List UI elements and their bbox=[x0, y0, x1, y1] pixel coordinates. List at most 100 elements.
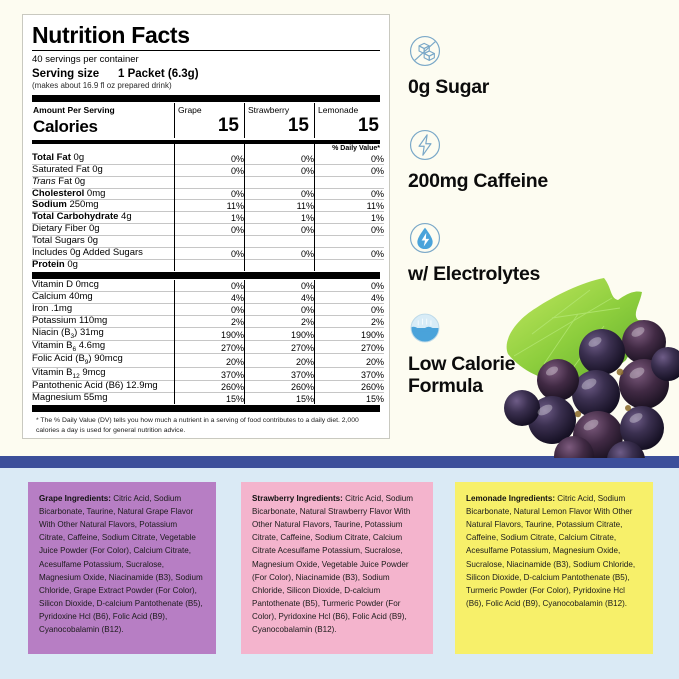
micro-bottom-rule bbox=[32, 404, 380, 412]
nutrient-value: 0% bbox=[314, 302, 384, 316]
column-header-grape: Grape bbox=[174, 102, 245, 115]
nutrient-value bbox=[174, 175, 245, 189]
calories-bottom-rule bbox=[32, 139, 380, 144]
nutrient-value: 0% bbox=[244, 163, 315, 177]
nutrient-value bbox=[244, 175, 315, 189]
nutrient-name: Cholesterol 0mg bbox=[32, 187, 175, 200]
nutrient-value: 0% bbox=[174, 302, 245, 316]
nutrient-value: 260% bbox=[314, 380, 384, 393]
macro-bottom-rule bbox=[32, 272, 380, 279]
lightning-bolt-icon bbox=[409, 130, 441, 161]
calories-strawberry-cell: 15 bbox=[244, 114, 315, 138]
nutrient-value: 20% bbox=[314, 353, 384, 368]
nutrient-value bbox=[314, 259, 384, 271]
dv-header-cell: % Daily Value* bbox=[314, 143, 384, 153]
table-row: Potassium 110mg 2% 2% 2% bbox=[32, 314, 384, 328]
nutrient-value: 2% bbox=[244, 314, 315, 328]
nutrition-facts-title: Nutrition Facts bbox=[32, 22, 190, 48]
nutrient-value: 0% bbox=[314, 163, 384, 177]
ingredients-title-grape: Grape Ingredients: bbox=[39, 494, 111, 503]
daily-value-footnote: * The % Daily Value (DV) tells you how m… bbox=[36, 416, 359, 434]
nutrient-value: 0% bbox=[244, 247, 315, 260]
nutrient-value: 0% bbox=[174, 280, 245, 292]
table-row: Total Carbohydrate 4g 1% 1% 1% bbox=[32, 211, 384, 224]
nutrient-name: Iron .1mg bbox=[32, 302, 175, 316]
ingredients-text-strawberry: Citric Acid, Sodium Bicarbonate, Natural… bbox=[252, 494, 414, 635]
nutrient-name: Protein 0g bbox=[32, 259, 175, 271]
nutrient-value bbox=[174, 259, 245, 271]
nutrient-value: 20% bbox=[174, 353, 245, 368]
micronutrient-table: Vitamin D 0mcg 0% 0% 0% Calcium 40mg 4% 4% 4% Ir… bbox=[32, 279, 384, 404]
header-thick-rule bbox=[32, 94, 380, 102]
nutrient-name: Saturated Fat 0g bbox=[32, 163, 175, 177]
nutrient-value bbox=[314, 175, 384, 189]
nutrient-value: 11% bbox=[244, 199, 315, 212]
nutrient-value: 0% bbox=[174, 247, 245, 260]
nutrient-value: 260% bbox=[174, 380, 245, 393]
nutrient-value: 11% bbox=[174, 199, 245, 212]
nutrient-value: 0% bbox=[244, 280, 315, 292]
table-row: Total Sugars 0g bbox=[32, 235, 384, 248]
nutrient-value: 370% bbox=[314, 366, 384, 381]
nutrient-value: 370% bbox=[174, 366, 245, 381]
nutrient-name: Niacin (B3) 31mg bbox=[32, 326, 175, 341]
table-row: Folic Acid (B9) 90mcg 20% 20% 20% bbox=[32, 353, 384, 368]
ingredients-panel-grape: Grape Ingredients: Citric Acid, Sodium B… bbox=[28, 482, 216, 654]
nutrient-name: Magnesium 55mg bbox=[32, 392, 175, 404]
nutrient-value: 15% bbox=[314, 392, 384, 404]
feature-list: 0g Sugar 200mg Caffeine w/ Electrolytes bbox=[408, 34, 676, 411]
section-divider-band bbox=[0, 456, 679, 468]
macronutrient-table: Total Fat 0g 0% 0% 0% Saturated Fat 0g 0% 0% 0%… bbox=[32, 151, 384, 271]
nutrient-value: 15% bbox=[244, 392, 315, 404]
nutrient-value: 20% bbox=[244, 353, 315, 368]
feature-label-low-calorie: Low Calorie Formula bbox=[408, 353, 516, 397]
nutrient-value: 0% bbox=[314, 223, 384, 236]
nutrient-value bbox=[314, 235, 384, 248]
nutrient-name: Dietary Fiber 0g bbox=[32, 223, 175, 236]
feature-sugar: 0g Sugar bbox=[408, 34, 676, 98]
nutrient-value: 0% bbox=[174, 152, 245, 165]
nutrient-value: 0% bbox=[174, 223, 245, 236]
nutrient-name: Calcium 40mg bbox=[32, 290, 175, 304]
nutrient-value: 4% bbox=[314, 290, 384, 304]
feature-label-sugar: 0g Sugar bbox=[408, 76, 490, 98]
ingredients-title-strawberry: Strawberry Ingredients: bbox=[252, 494, 343, 503]
nutrient-value bbox=[174, 235, 245, 248]
nutrient-name: Total Fat 0g bbox=[32, 151, 85, 163]
nutrient-name: Potassium 110mg bbox=[32, 314, 175, 328]
daily-value-header: % Daily Value* bbox=[332, 144, 380, 152]
nutrient-name: Sodium 250mg bbox=[32, 199, 175, 212]
table-row: Trans Fat 0g bbox=[32, 175, 384, 189]
feature-label-electrolytes: w/ Electrolytes bbox=[408, 262, 541, 285]
calories-lemonade-cell: 15 bbox=[314, 114, 384, 138]
nutrient-value bbox=[244, 259, 315, 271]
amount-per-serving-cell: Amount Per Serving bbox=[32, 103, 175, 115]
servings-per-container: 40 servings per container bbox=[32, 54, 139, 66]
nutrient-name: Vitamin B6 4.6mg bbox=[32, 340, 175, 354]
nutrient-name: Total Carbohydrate 4g bbox=[32, 211, 175, 224]
nutrient-value: 260% bbox=[244, 380, 315, 393]
nutrient-name: Vitamin B12 9mcg bbox=[32, 366, 175, 381]
table-row: Saturated Fat 0g 0% 0% 0% bbox=[32, 163, 384, 177]
table-row: Dietary Fiber 0g 0% 0% 0% bbox=[32, 223, 384, 236]
dv-spacer-grape bbox=[174, 143, 245, 153]
feature-label-caffeine: 200mg Caffeine bbox=[408, 170, 548, 193]
nutrient-value: 0% bbox=[244, 152, 315, 165]
no-sugar-cubes-icon bbox=[409, 35, 441, 67]
nutrient-value: 270% bbox=[314, 340, 384, 354]
nutrient-value: 0% bbox=[314, 247, 384, 260]
nutrient-value: 2% bbox=[314, 314, 384, 328]
table-row: Cholesterol 0mg 0% 0% 0% bbox=[32, 187, 384, 200]
table-row: Vitamin B12 9mcg 370% 370% 370% bbox=[32, 366, 384, 381]
table-row: Vitamin D 0mcg 0% 0% 0% bbox=[32, 279, 384, 292]
calories-grape-cell: 15 bbox=[174, 114, 245, 138]
half-filled-glass-icon bbox=[410, 313, 440, 343]
daily-value-header-table: % Daily Value* bbox=[32, 143, 384, 153]
column-label-lemonade: Lemonade bbox=[318, 104, 359, 115]
nutrient-value: 1% bbox=[174, 211, 245, 224]
nutrient-value: 0% bbox=[244, 187, 315, 200]
feature-electrolytes: w/ Electrolytes bbox=[408, 221, 676, 285]
table-row: Includes 0g Added Sugars 0% 0% 0% bbox=[32, 247, 384, 260]
column-label-grape: Grape bbox=[178, 104, 202, 115]
